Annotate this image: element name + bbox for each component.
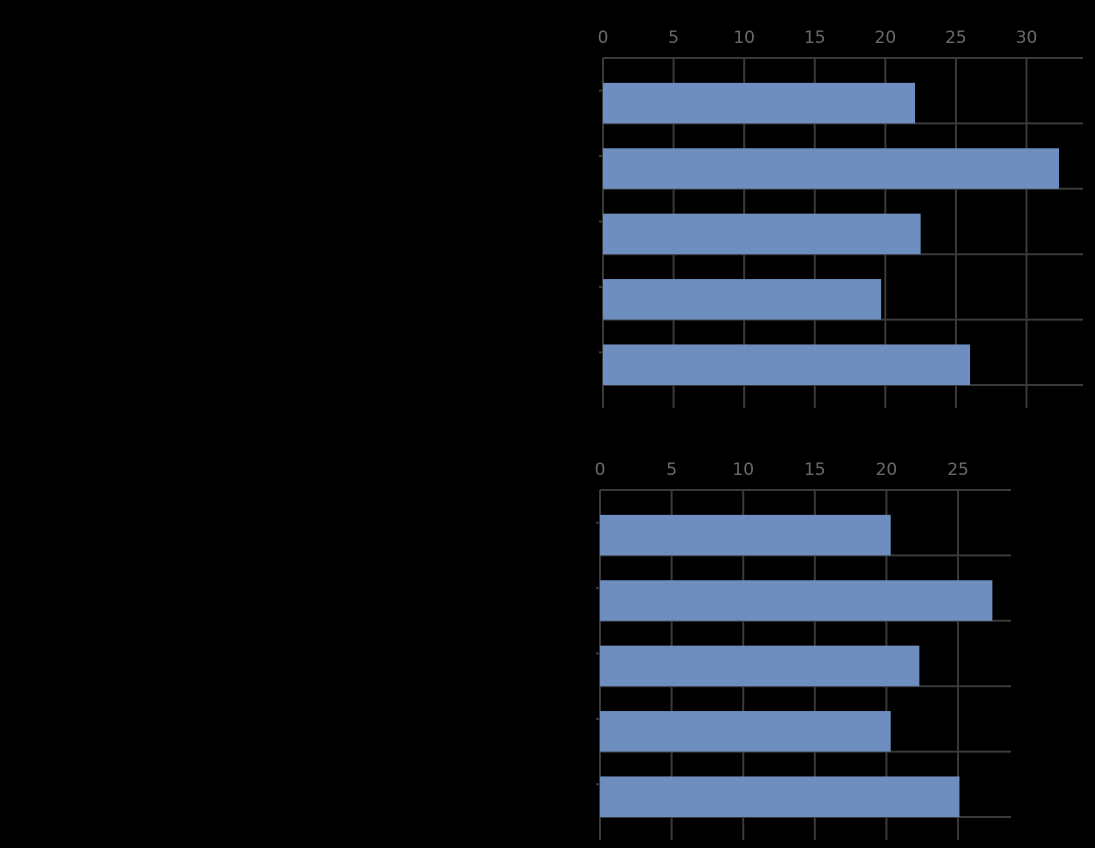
bar xyxy=(600,776,960,817)
bar xyxy=(603,279,882,320)
bar xyxy=(600,711,891,752)
bar xyxy=(600,514,891,556)
x-tick-label: 15 xyxy=(804,460,826,480)
x-tick-label: 5 xyxy=(666,460,677,480)
x-tick-label: 30 xyxy=(1016,28,1038,48)
bar xyxy=(603,344,971,385)
x-tick-label: 20 xyxy=(876,460,898,480)
x-tick-label: 0 xyxy=(595,460,606,480)
bar xyxy=(603,82,915,124)
x-tick-label: 25 xyxy=(947,460,969,480)
bar xyxy=(603,213,921,255)
x-tick-label: 25 xyxy=(945,28,967,48)
x-tick-label: 20 xyxy=(875,28,897,48)
bar xyxy=(603,148,1059,189)
bar xyxy=(600,645,920,687)
bar xyxy=(600,580,993,621)
x-tick-label: 10 xyxy=(733,28,755,48)
x-tick-label: 0 xyxy=(598,28,609,48)
x-tick-label: 5 xyxy=(668,28,679,48)
x-tick-label: 15 xyxy=(804,28,826,48)
x-tick-label: 10 xyxy=(732,460,754,480)
